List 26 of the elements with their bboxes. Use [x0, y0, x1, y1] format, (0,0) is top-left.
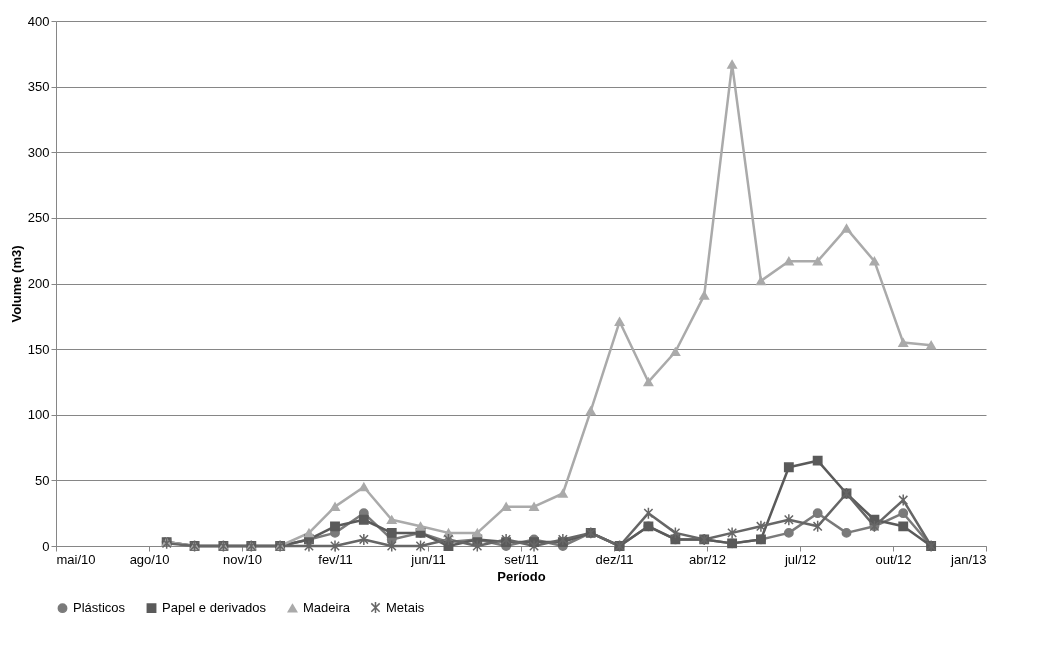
y-tick-label: 400 — [27, 13, 50, 29]
y-axis-title: Volume (m3) — [8, 245, 24, 323]
x-tick-label: dez/11 — [595, 551, 634, 567]
y-tick-label: 300 — [27, 144, 50, 160]
y-tick-label: 50 — [35, 472, 50, 488]
legend-label: Madeira — [303, 600, 351, 616]
x-tick-label: abr/12 — [689, 551, 726, 567]
legend-label: Plásticos — [73, 600, 126, 616]
x-tick-label: mai/10 — [56, 551, 96, 567]
x-tick-label: set/11 — [504, 551, 539, 567]
y-tick-label: 200 — [27, 276, 50, 291]
legend-label: Metais — [386, 599, 425, 615]
y-tick-label: 0 — [42, 538, 50, 554]
x-tick-label: ago/10 — [129, 551, 170, 567]
x-tick-label: jul/12 — [783, 551, 817, 567]
y-tick-label: 150 — [27, 341, 50, 357]
x-tick-label: nov/10 — [222, 551, 263, 567]
x-tick-label: out/12 — [875, 551, 912, 567]
x-tick-label: jan/13 — [950, 551, 987, 567]
x-tick-label: jun/11 — [410, 551, 446, 567]
y-tick-label: 100 — [27, 407, 50, 423]
x-axis-title: Período — [497, 568, 546, 584]
x-tick-label: fev/11 — [318, 551, 353, 567]
legend-label: Papel e derivados — [162, 600, 267, 616]
y-tick-label: 250 — [27, 210, 50, 226]
y-tick-label: 350 — [27, 79, 50, 95]
